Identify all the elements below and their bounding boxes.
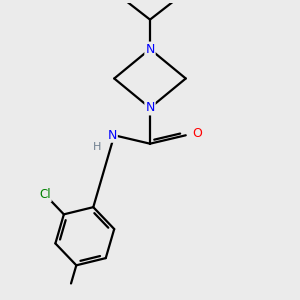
Text: H: H	[92, 142, 101, 152]
Text: O: O	[193, 127, 202, 140]
Text: N: N	[145, 101, 155, 114]
Text: N: N	[145, 43, 155, 56]
Text: N: N	[107, 129, 117, 142]
Text: Cl: Cl	[39, 188, 51, 201]
